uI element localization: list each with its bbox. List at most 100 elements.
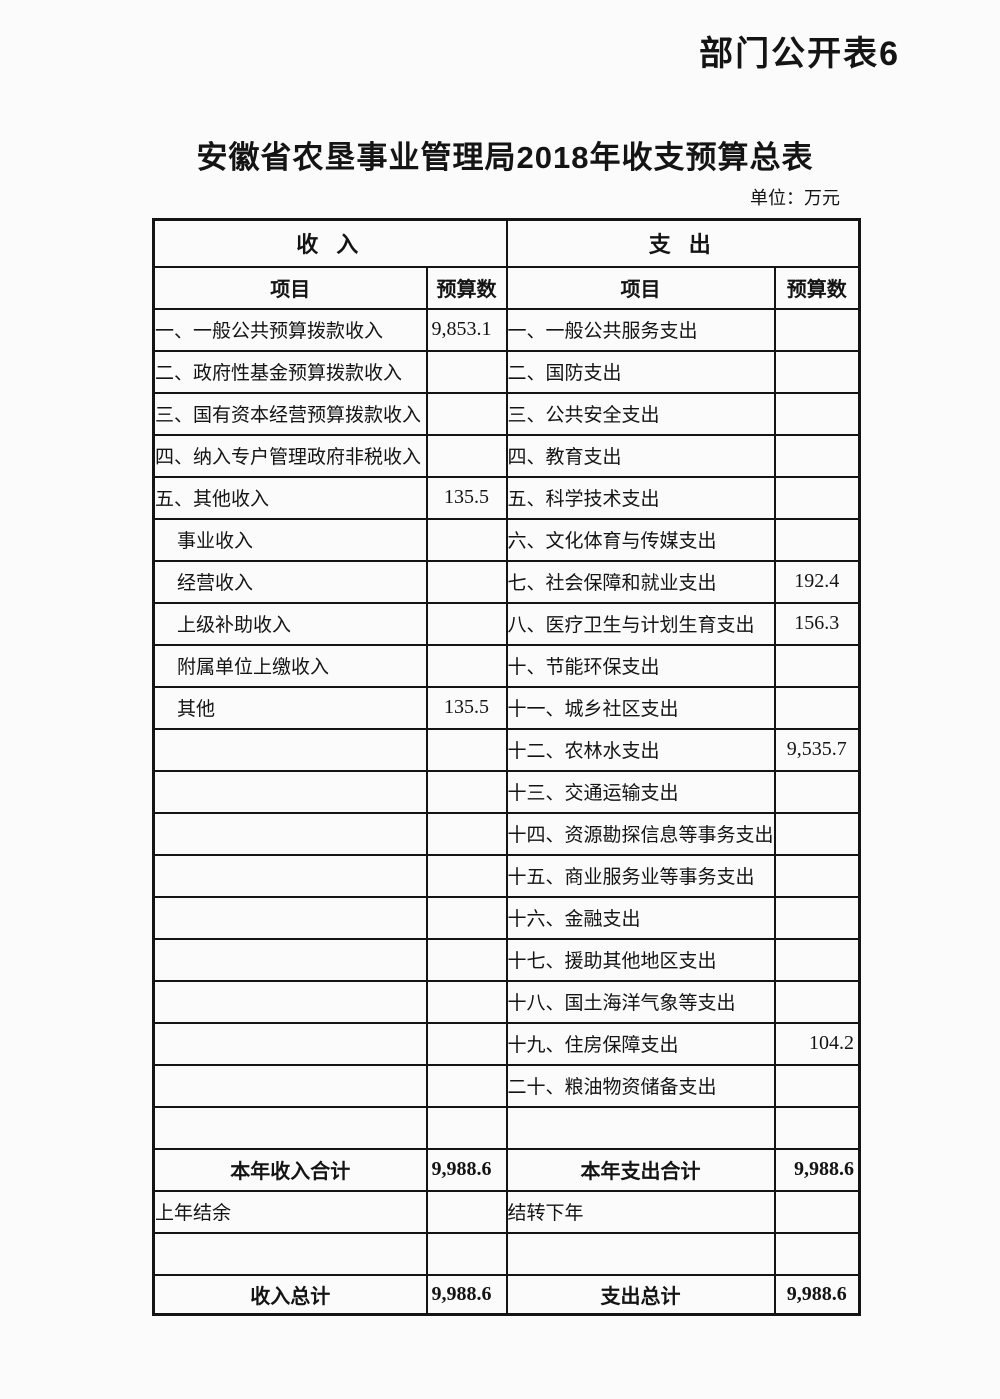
expense-item-cell: 十六、金融支出 [505,895,776,940]
expense-value-cell [773,1063,861,1108]
table-row: 十五、商业服务业等事务支出 [152,853,861,898]
table-row: 四、纳入专户管理政府非税收入 四、教育支出 [152,433,861,478]
table-row: 三、国有资本经营预算拨款收入 三、公共安全支出 [152,391,861,436]
expense-item-cell: 二、国防支出 [505,349,776,394]
expense-item-cell: 八、医疗卫生与计划生育支出 [505,601,776,646]
income-item-cell [152,811,428,856]
expense-carryover-label: 结转下年 [505,1189,776,1234]
expense-value-cell [773,1105,861,1150]
income-total-value: 9,988.6 [425,1273,508,1316]
income-item-cell [152,979,428,1024]
budget-table: 收 入 支 出 项目 预算数 项目 预算数 一、一般公共预算拨款收入 9,853.… [152,218,861,1316]
expense-item-cell: 五、科学技术支出 [505,475,776,520]
table-row: 五、其他收入 135.5 五、科学技术支出 [152,475,861,520]
table-row: 其他 135.5 十一、城乡社区支出 [152,685,861,730]
expense-item-cell: 十九、住房保障支出 [505,1021,776,1066]
expense-item-cell: 六、文化体育与传媒支出 [505,517,776,562]
income-item-cell [152,937,428,982]
table-row: 附属单位上缴收入 十、节能环保支出 [152,643,861,688]
income-value-cell [425,769,508,814]
income-value-cell [425,559,508,604]
income-item-cell [152,1063,428,1108]
page-title: 安徽省农垦事业管理局2018年收支预算总表 [196,140,814,175]
income-carryover-value [425,1189,508,1234]
blank-row [152,1231,861,1276]
total-row: 收入总计 9,988.6 支出总计 9,988.6 [152,1273,861,1316]
expense-value-cell [773,349,861,394]
table-row: 十四、资源勘探信息等事务支出 [152,811,861,856]
expense-value-cell: 192.4 [773,559,861,604]
table-row: 十三、交通运输支出 [152,769,861,814]
income-item-cell: 一、一般公共预算拨款收入 [152,307,428,352]
income-value-cell: 9,853.1 [425,307,508,352]
table-row: 二、政府性基金预算拨款收入 二、国防支出 [152,349,861,394]
income-value-cell [425,853,508,898]
table-row: 十六、金融支出 [152,895,861,940]
expense-total-value: 9,988.6 [773,1273,861,1316]
expense-value-cell [773,475,861,520]
income-value-cell [425,1105,508,1150]
income-item-cell: 经营收入 [152,559,428,604]
income-carryover-label: 上年结余 [152,1189,428,1234]
expense-value-cell [773,769,861,814]
expense-value-cell [773,979,861,1024]
expense-item-cell: 十二、农林水支出 [505,727,776,772]
income-subtotal-label: 本年收入合计 [152,1147,428,1192]
expense-value-cell [773,643,861,688]
expense-item-cell: 十五、商业服务业等事务支出 [505,853,776,898]
expense-value-cell [773,433,861,478]
expense-value-cell [773,391,861,436]
expense-blank-cell [505,1231,776,1276]
unit-note: 单位：万元 [750,188,840,208]
income-value-cell: 135.5 [425,475,508,520]
expense-item-header: 项目 [505,265,776,310]
income-item-cell [152,853,428,898]
table-row: 二十、粮油物资储备支出 [152,1063,861,1108]
expense-value-cell [773,853,861,898]
expense-item-cell: 三、公共安全支出 [505,391,776,436]
income-item-cell [152,727,428,772]
expense-item-cell: 二十、粮油物资储备支出 [505,1063,776,1108]
income-value-cell [425,1021,508,1066]
income-value-cell [425,349,508,394]
expense-value-cell [773,307,861,352]
table-body: 一、一般公共预算拨款收入 9,853.1 一、一般公共服务支出 二、政府性基金预算拨款… [152,307,861,1150]
income-subtotal-value: 9,988.6 [425,1147,508,1192]
income-item-cell [152,1105,428,1150]
income-value-cell [425,727,508,772]
income-value-cell [425,811,508,856]
table-row: 上级补助收入 八、医疗卫生与计划生育支出 156.3 [152,601,861,646]
expense-value-cell: 104.2 [773,1021,861,1066]
income-item-cell [152,1021,428,1066]
expense-carryover-value [773,1189,861,1234]
expense-budget-header: 预算数 [773,265,861,310]
expense-total-label: 支出总计 [505,1273,776,1316]
income-item-cell [152,769,428,814]
table-row: 十七、援助其他地区支出 [152,937,861,982]
expense-value-cell [773,517,861,562]
income-blank-cell [152,1231,428,1276]
column-header-row: 项目 预算数 项目 预算数 [152,265,861,310]
income-item-cell: 附属单位上缴收入 [152,643,428,688]
expense-item-cell: 十、节能环保支出 [505,643,776,688]
table-row: 十八、国土海洋气象等支出 [152,979,861,1024]
expense-item-cell: 十八、国土海洋气象等支出 [505,979,776,1024]
expense-value-cell [773,811,861,856]
income-item-cell: 其他 [152,685,428,730]
income-value-cell [425,391,508,436]
table-row: 十九、住房保障支出 104.2 [152,1021,861,1066]
income-item-cell [152,895,428,940]
income-value-cell [425,517,508,562]
expense-value-cell: 9,535.7 [773,727,861,772]
expense-item-cell: 一、一般公共服务支出 [505,307,776,352]
income-item-cell: 五、其他收入 [152,475,428,520]
expense-item-cell: 七、社会保障和就业支出 [505,559,776,604]
expense-item-cell [505,1105,776,1150]
income-value-cell [425,937,508,982]
table-row: 一、一般公共预算拨款收入 9,853.1 一、一般公共服务支出 [152,307,861,352]
expense-item-cell: 十七、援助其他地区支出 [505,937,776,982]
expense-subtotal-value: 9,988.6 [773,1147,861,1192]
income-item-cell: 四、纳入专户管理政府非税收入 [152,433,428,478]
table-row: 经营收入 七、社会保障和就业支出 192.4 [152,559,861,604]
income-value-cell [425,643,508,688]
